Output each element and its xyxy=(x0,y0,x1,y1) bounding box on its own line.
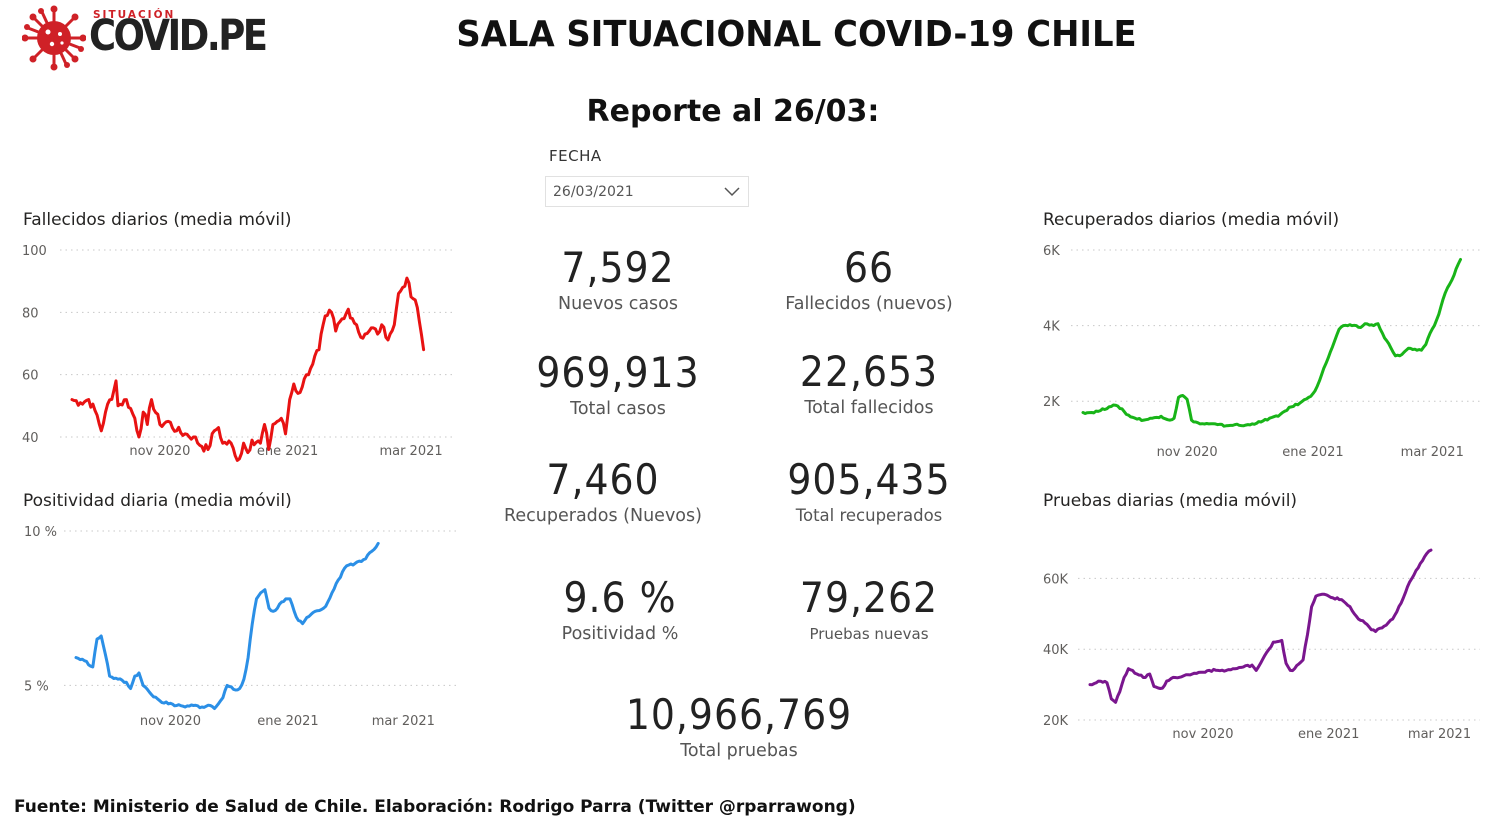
logo-situacion-text: SITUACIÓN xyxy=(93,9,176,21)
recuperados-series-line xyxy=(1081,258,1462,428)
kpi-total-recuperados: 905,435 Total recuperados xyxy=(744,455,994,527)
fecha-slicer-label: FECHA xyxy=(549,147,602,165)
kpi-value: 22,653 xyxy=(799,347,939,396)
positividad-series-line xyxy=(74,541,380,710)
recuperados-xtick-label: nov 2020 xyxy=(1157,445,1218,460)
positividad-ytick-label: 10 % xyxy=(24,525,57,540)
fecha-selected-value: 26/03/2021 xyxy=(553,184,634,200)
pruebas-xtick-label: nov 2020 xyxy=(1172,727,1233,742)
fallecidos-xtick-label: mar 2021 xyxy=(379,444,442,459)
positividad-xtick-label: nov 2020 xyxy=(140,714,201,729)
kpi-label: Pruebas nuevas xyxy=(809,625,929,643)
kpi-value: 10,966,769 xyxy=(625,690,853,739)
kpi-total-fallecidos: 22,653 Total fallecidos xyxy=(744,347,994,419)
kpi-label: Fallecidos (nuevos) xyxy=(785,294,953,314)
kpi-label: Recuperados (Nuevos) xyxy=(504,506,702,526)
kpi-label: Total casos xyxy=(570,399,666,419)
kpi-recuperados-nuevos: 7,460 Recuperados (Nuevos) xyxy=(478,455,728,527)
kpi-value: 7,460 xyxy=(546,455,660,504)
kpi-value: 66 xyxy=(843,243,895,292)
fallecidos-xtick-label: ene 2021 xyxy=(257,444,318,459)
pruebas-xtick-label: mar 2021 xyxy=(1408,727,1471,742)
fallecidos-xtick-label: nov 2020 xyxy=(129,444,190,459)
recuperados-xtick-label: mar 2021 xyxy=(1401,445,1464,460)
pruebas-ytick-label: 40K xyxy=(1043,643,1069,658)
fallecidos-series-line xyxy=(70,276,426,462)
kpi-fallecidos-nuevos: 66 Fallecidos (nuevos) xyxy=(744,243,994,315)
logo-covidpe-text: COVID.PE xyxy=(89,11,268,61)
chevron-down-icon xyxy=(724,187,740,197)
kpi-label: Nuevos casos xyxy=(558,294,678,314)
kpi-pruebas-nuevas: 79,262 Pruebas nuevas xyxy=(744,573,994,645)
kpi-total-pruebas: 10,966,769 Total pruebas xyxy=(589,690,889,762)
kpi-label: Total fallecidos xyxy=(804,398,934,418)
kpi-label: Total recuperados xyxy=(795,506,943,525)
pruebas-ytick-label: 20K xyxy=(1043,714,1069,729)
recuperados-ytick-label: 6K xyxy=(1043,244,1060,259)
kpi-label: Positividad % xyxy=(561,624,679,644)
fecha-date-dropdown[interactable]: 26/03/2021 xyxy=(545,176,749,207)
kpi-value: 905,435 xyxy=(787,455,951,504)
covid-virus-logo-icon xyxy=(22,5,86,71)
fallecidos-ytick-label: 40 xyxy=(22,431,39,446)
fallecidos-ytick-label: 80 xyxy=(22,306,39,321)
kpi-nuevos-casos: 7,592 Nuevos casos xyxy=(493,243,743,315)
pruebas-xtick-label: ene 2021 xyxy=(1298,727,1359,742)
pruebas-ytick-label: 60K xyxy=(1043,572,1069,587)
report-date-heading: Reporte al 26/03: xyxy=(586,94,880,129)
fallecidos-ytick-label: 100 xyxy=(22,244,47,259)
positividad-xtick-label: ene 2021 xyxy=(257,714,318,729)
kpi-value: 7,592 xyxy=(561,243,675,292)
recuperados-ytick-label: 4K xyxy=(1043,320,1060,335)
kpi-value: 79,262 xyxy=(799,573,939,622)
kpi-total-casos: 969,913 Total casos xyxy=(493,348,743,420)
recuperados-xtick-label: ene 2021 xyxy=(1282,445,1343,460)
kpi-positividad: 9.6 % Positividad % xyxy=(495,573,745,645)
recuperados-ytick-label: 2K xyxy=(1043,395,1060,410)
page-title: SALA SITUACIONAL COVID-19 CHILE xyxy=(456,14,1137,55)
chart-title-positividad: Positividad diaria (media móvil) xyxy=(23,491,292,511)
chart-title-pruebas: Pruebas diarias (media móvil) xyxy=(1043,491,1298,511)
pruebas-series-line xyxy=(1088,548,1433,704)
kpi-value: 969,913 xyxy=(536,348,700,397)
kpi-label: Total pruebas xyxy=(680,741,798,761)
source-footer: Fuente: Ministerio de Salud de Chile. El… xyxy=(14,797,856,817)
positividad-xtick-label: mar 2021 xyxy=(372,714,435,729)
chart-title-fallecidos: Fallecidos diarios (media móvil) xyxy=(23,210,292,230)
positividad-ytick-label: 5 % xyxy=(24,679,49,694)
kpi-value: 9.6 % xyxy=(563,573,677,622)
fallecidos-ytick-label: 60 xyxy=(22,369,39,384)
chart-title-recuperados: Recuperados diarios (media móvil) xyxy=(1043,210,1340,230)
